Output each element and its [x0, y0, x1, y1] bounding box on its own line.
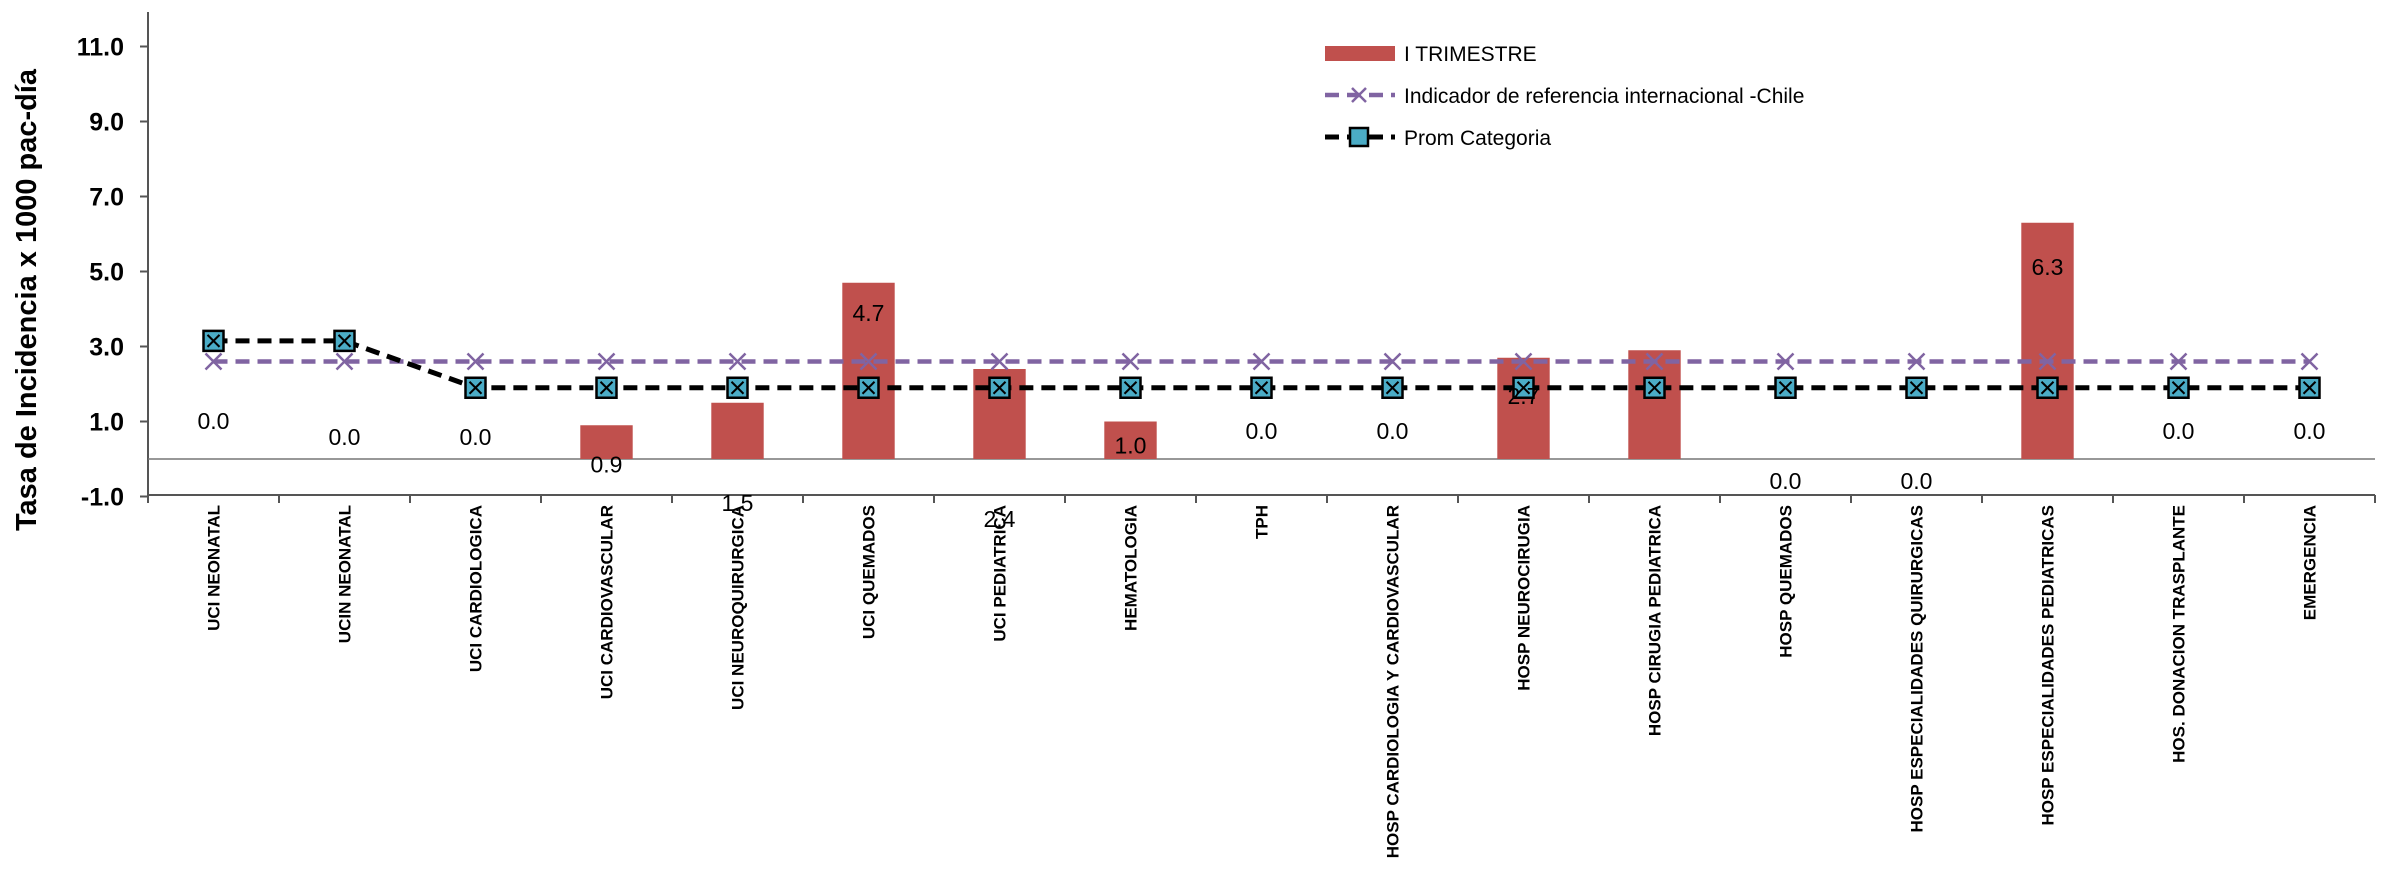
y-tick-label: 7.0	[89, 184, 124, 212]
y-tick-label: -1.0	[81, 484, 124, 512]
data-label: 6.3	[2032, 254, 2064, 280]
bar	[2021, 222, 2074, 459]
category-label: UCIN NEONATAL	[336, 505, 355, 643]
reference-marker	[859, 352, 878, 371]
category-label: TPH	[1253, 505, 1272, 539]
data-label: 0.0	[1770, 468, 1802, 494]
reference-marker	[204, 352, 223, 371]
prom-marker-cross	[468, 381, 483, 395]
prom-marker-cross	[992, 381, 1007, 395]
y-tick-label: 3.0	[89, 334, 124, 362]
reference-marker	[1514, 352, 1533, 371]
category-label: UCI NEUROQUIRURGICA	[729, 505, 748, 710]
bar	[1628, 350, 1681, 459]
legend-marker-prom	[1348, 126, 1370, 148]
y-tick-label: 1.0	[89, 409, 124, 437]
data-label: 0.0	[1246, 418, 1278, 444]
prom-marker-cross	[1647, 381, 1662, 395]
category-label: HOSP ESPECIALIDADES PEDIATRICAS	[2039, 505, 2058, 826]
prom-marker-cross	[1778, 381, 1793, 395]
data-label: 0.9	[591, 451, 623, 477]
bar	[1497, 357, 1550, 459]
bar-series	[580, 222, 2074, 459]
prom-marker-cross	[2040, 381, 2055, 395]
y-axis-ticks: 11.0 9.0 7.0 5.0 3.0 1.0 -1.0	[77, 34, 124, 512]
data-label: 1.0	[1115, 433, 1147, 459]
prom-marker-cross	[2171, 381, 2186, 395]
legend-label: Prom Categoria	[1404, 127, 1551, 150]
data-label: 1.5	[722, 490, 754, 516]
data-label: 0.0	[2294, 418, 2326, 444]
data-label: 2.7	[1508, 383, 1540, 409]
category-label: EMERGENCIA	[2301, 505, 2320, 620]
y-axis-title: Tasa de Incidencia x 1000 pac-día	[11, 68, 43, 531]
prom-marker-cross	[1385, 381, 1400, 395]
y-tick-label: 11.0	[77, 34, 124, 62]
data-label: 0.0	[2163, 418, 2195, 444]
prom-marker-cross	[861, 381, 876, 395]
legend-label: Indicador de referencia internacional -C…	[1404, 85, 1804, 108]
reference-marker	[1776, 352, 1795, 371]
reference-marker	[990, 352, 1009, 371]
prom-marker-cross	[599, 381, 614, 395]
data-label: 0.0	[198, 408, 230, 434]
y-tick-label: 9.0	[89, 109, 124, 137]
category-label: UCI PEDIATRICA	[991, 505, 1010, 642]
prom-marker-cross	[1909, 381, 1924, 395]
prom-marker-cross	[1123, 381, 1138, 395]
legend-swatch-bar	[1325, 46, 1395, 61]
category-label: UCI CARDIOVASCULAR	[598, 505, 617, 699]
data-label: 0.0	[1377, 418, 1409, 444]
y-tick-label: 5.0	[89, 259, 124, 287]
reference-marker	[2038, 352, 2057, 371]
bar	[711, 402, 764, 459]
category-label: UCI QUEMADOS	[860, 505, 879, 639]
data-label: 4.7	[853, 300, 885, 326]
bar	[1104, 421, 1157, 459]
category-label: HEMATOLOGIA	[1122, 505, 1141, 631]
legend: I TRIMESTRE Indicador de referencia inter…	[1325, 43, 1804, 150]
reference-marker	[1645, 352, 1664, 371]
data-label: 0.0	[1901, 468, 1933, 494]
reference-marker	[1383, 352, 1402, 371]
data-label: 0.0	[460, 424, 492, 450]
reference-marker	[2169, 352, 2188, 371]
category-label: HOSP NEUROCIRUGIA	[1515, 505, 1534, 691]
category-label: HOSP ESPECIALIDADES QUIRURGICAS	[1908, 505, 1927, 832]
category-label: UCI NEONATAL	[205, 505, 224, 631]
prom-marker-cross	[206, 334, 221, 348]
category-label: HOSP QUEMADOS	[1777, 505, 1796, 658]
line-series	[202, 329, 2321, 399]
reference-marker	[1252, 352, 1271, 371]
legend-marker-reference	[1351, 87, 1367, 103]
reference-marker	[597, 352, 616, 371]
prom-marker-cross	[730, 381, 745, 395]
prom-marker-cross	[2302, 381, 2317, 395]
reference-marker	[2300, 352, 2319, 371]
reference-marker	[466, 352, 485, 371]
reference-marker	[335, 352, 354, 371]
bar	[580, 425, 633, 459]
category-label: UCI CARDIOLOGICA	[467, 505, 486, 672]
data-label: 0.0	[329, 424, 361, 450]
category-label: HOSP CARDIOLOGIA Y CARDIOVASCULAR	[1384, 505, 1403, 858]
axes	[140, 12, 2376, 503]
category-labels: UCI NEONATAL UCIN NEONATAL UCI CARDIOLOGIC…	[205, 505, 2320, 858]
data-label: 2.4	[984, 506, 1016, 532]
reference-marker	[1907, 352, 1926, 371]
reference-marker	[1121, 352, 1140, 371]
bar	[842, 282, 895, 459]
reference-marker	[728, 352, 747, 371]
prom-marker-cross	[337, 334, 352, 348]
category-label: HOS. DONACION TRASPLANTE	[2170, 505, 2189, 763]
legend-label: I TRIMESTRE	[1404, 43, 1537, 66]
prom-marker-cross	[1254, 381, 1269, 395]
category-label: HOSP CIRUGIA PEDIATRICA	[1646, 505, 1665, 736]
data-labels: 0.0 0.0 0.0 0.9 1.5 4.7 2.4 1.0 0.0 0.0 2.7 0.0 0.0 6…	[198, 254, 2326, 532]
prom-marker-cross	[1516, 381, 1531, 395]
